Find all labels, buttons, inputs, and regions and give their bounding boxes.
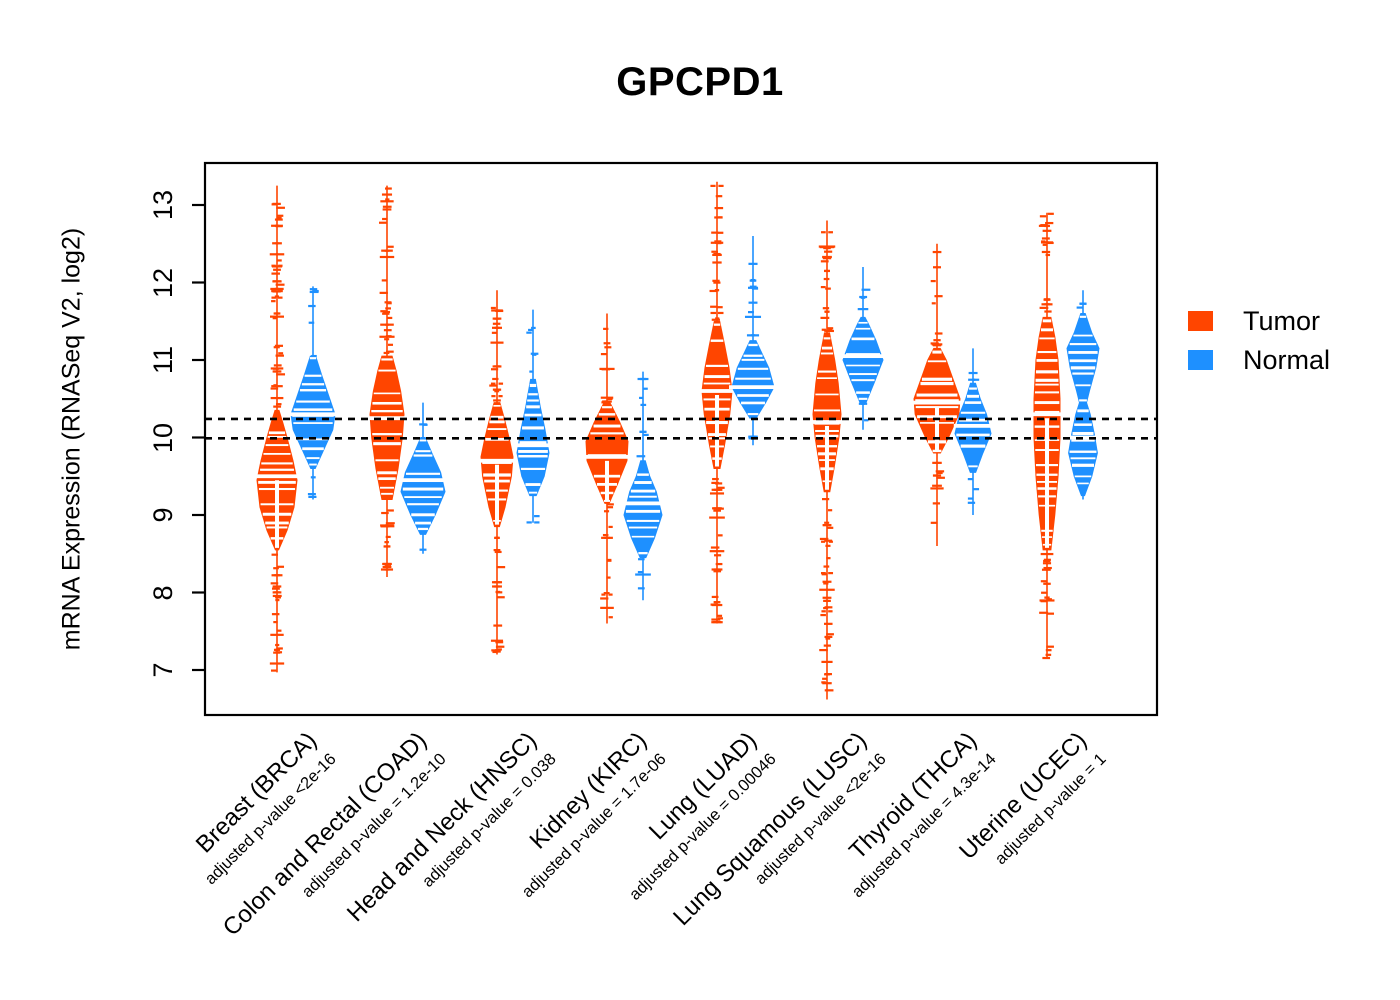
violin-head-and-neck-hnsc-normal bbox=[515, 309, 551, 524]
y-tick-label-10: 10 bbox=[147, 422, 178, 453]
legend-label-tumor: Tumor bbox=[1243, 305, 1321, 336]
violin-colon-and-rectal-coad-tumor bbox=[367, 185, 407, 577]
normal-swatch-icon bbox=[1188, 350, 1213, 370]
violin-lung-squamous-lusc-tumor bbox=[810, 220, 844, 700]
violin-colon-and-rectal-coad-normal bbox=[400, 402, 446, 554]
y-tick-label-9: 9 bbox=[147, 507, 178, 523]
violin-thyroid-thca-normal bbox=[953, 348, 993, 515]
legend-item-normal: Normal bbox=[1188, 344, 1331, 375]
violin-thyroid-thca-tumor bbox=[911, 243, 963, 546]
legend-label-normal: Normal bbox=[1243, 344, 1331, 375]
violin-head-and-neck-hnsc-tumor bbox=[478, 290, 516, 655]
y-tick-label-12: 12 bbox=[147, 267, 178, 298]
violin-breast-brca-tumor bbox=[254, 185, 300, 673]
violin-lung-luad-normal bbox=[729, 236, 777, 446]
legend-item-tumor: Tumor bbox=[1188, 305, 1330, 336]
violin-kidney-kirc-normal bbox=[623, 371, 663, 601]
y-tick-label-8: 8 bbox=[147, 584, 178, 601]
violin-uterine-ucec-normal bbox=[1066, 290, 1100, 500]
violin-breast-brca-normal bbox=[288, 286, 338, 500]
violin-uterine-ucec-tumor bbox=[1031, 212, 1063, 660]
tumor-swatch-icon bbox=[1188, 311, 1213, 331]
plot-frame bbox=[203, 161, 1159, 717]
legend: Tumor Normal bbox=[1188, 305, 1331, 386]
y-tick-label-11: 11 bbox=[147, 345, 178, 375]
violin-lung-luad-tumor bbox=[699, 181, 735, 624]
violin-kidney-kirc-tumor bbox=[583, 313, 631, 624]
y-tick-label-7: 7 bbox=[147, 662, 178, 678]
chart-title: GPCPD1 bbox=[616, 60, 784, 104]
violin-lung-squamous-lusc-normal bbox=[841, 267, 885, 430]
y-tick-label-13: 13 bbox=[147, 189, 178, 221]
